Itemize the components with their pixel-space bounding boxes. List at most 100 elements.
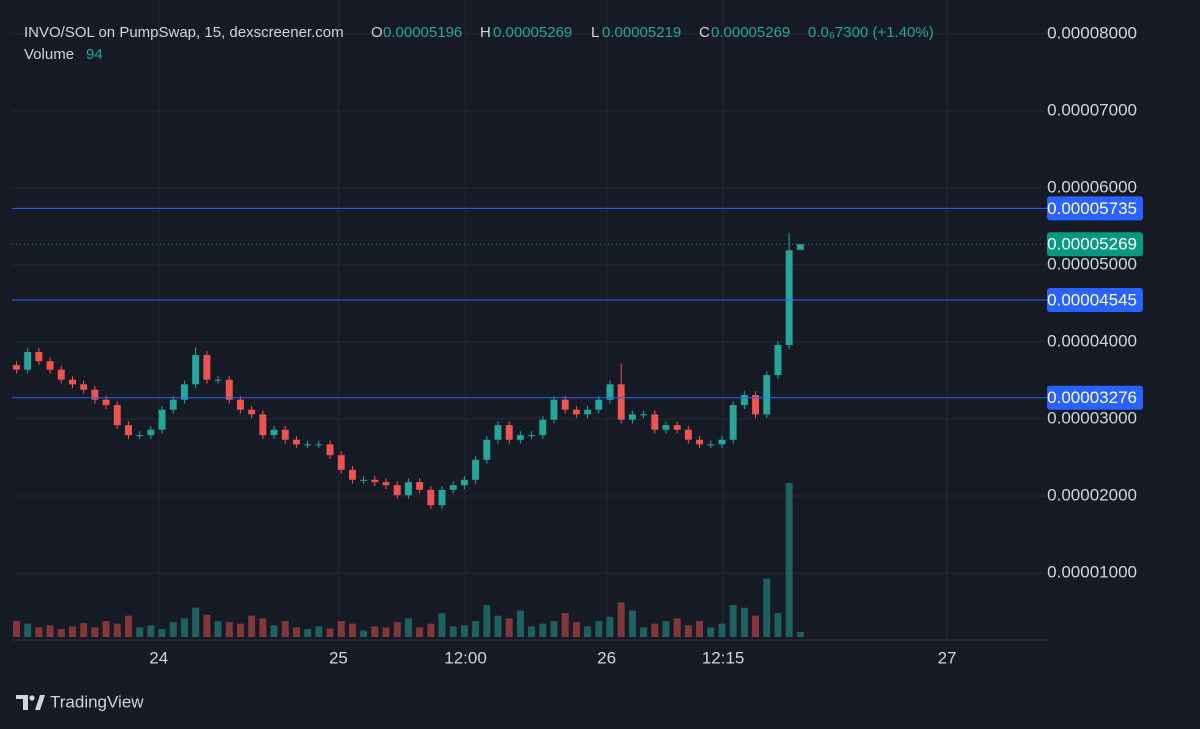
volume-bar	[662, 621, 670, 637]
volume-bar	[550, 621, 558, 637]
volume-bar	[729, 605, 737, 637]
volume-bar	[124, 615, 132, 637]
volume-bar	[236, 623, 244, 637]
price-label: 0.00005735	[1047, 199, 1137, 218]
volume-bar	[136, 627, 144, 637]
candle-body	[113, 405, 121, 426]
volume-bar	[13, 621, 20, 637]
candle-body	[192, 355, 200, 385]
candle-body	[91, 389, 99, 400]
logo-mark	[35, 695, 45, 710]
logo-dot	[29, 695, 35, 701]
volume-bar	[472, 621, 480, 637]
candle-body	[752, 395, 760, 415]
grid	[12, 0, 1050, 640]
volume-bar	[696, 621, 704, 637]
candle-body	[427, 489, 435, 506]
change-value: 0.0₆7300 (+1.40%)	[808, 24, 934, 41]
price-label-box	[1047, 196, 1143, 221]
x-tick-label: 24	[149, 648, 168, 667]
price-label: 0.00003276	[1047, 388, 1137, 407]
y-tick-label: 0.00007000	[1047, 100, 1137, 119]
volume-bar	[651, 623, 659, 637]
x-tick-label: 26	[597, 648, 616, 667]
candle-body	[326, 444, 334, 456]
candle-body	[561, 399, 569, 410]
low-label: L	[591, 24, 599, 41]
volume-bar	[326, 628, 334, 637]
volume-bar	[180, 618, 188, 637]
volume-bar	[147, 625, 155, 637]
candle-body	[35, 351, 43, 362]
high-value: 0.00005269	[493, 24, 572, 41]
x-tick-label: 27	[938, 648, 957, 667]
price-label: 0.00004545	[1047, 290, 1137, 309]
volume-bar	[348, 623, 356, 637]
volume-bar	[91, 627, 99, 637]
candle-body	[763, 375, 771, 415]
candle-body	[292, 439, 300, 445]
volume-bar	[102, 621, 110, 637]
candle-body	[651, 414, 659, 430]
volume-bar	[460, 625, 468, 637]
candle-body	[24, 351, 32, 370]
volume-bar	[304, 629, 312, 637]
volume-bar	[494, 615, 502, 637]
volume-bar	[707, 627, 715, 637]
candle-body	[68, 379, 76, 385]
candle-body	[337, 455, 345, 470]
axes: 0.00001000 0.00002000 0.00003000 0.00004000…	[149, 23, 1137, 667]
volume-bar	[80, 623, 88, 637]
volume-bar	[225, 622, 233, 637]
volume-bar	[214, 621, 222, 637]
candle-body	[483, 439, 491, 460]
x-tick-label: 12:15	[702, 648, 745, 667]
candle-body	[124, 425, 132, 436]
candle-body	[382, 482, 390, 486]
volume-bar	[169, 622, 177, 637]
y-tick-label: 0.00003000	[1047, 408, 1137, 427]
volume-bar	[371, 626, 379, 637]
y-tick-label: 0.00001000	[1047, 562, 1137, 581]
candle-body	[528, 435, 536, 437]
candle-body	[270, 429, 278, 436]
x-tick-label: 12:00	[444, 648, 487, 667]
candle-body	[180, 384, 188, 400]
candle-body	[46, 361, 54, 370]
candle-body	[57, 369, 65, 380]
volume-bar	[281, 621, 289, 637]
price-label-box	[1047, 385, 1143, 410]
candle-body	[550, 399, 558, 420]
candle-body	[281, 429, 289, 440]
volume-bar	[516, 610, 524, 637]
chart-title: INVO/SOL on PumpSwap, 15, dexscreener.co…	[24, 24, 344, 41]
price-label: 0.00005269	[1047, 235, 1137, 254]
candle-body	[584, 409, 592, 415]
candle-body	[449, 485, 457, 490]
volume-bar	[483, 605, 491, 637]
y-tick-label: 0.00005000	[1047, 254, 1137, 273]
volume-bar	[561, 613, 569, 637]
candle-body	[494, 425, 502, 440]
candle-body	[539, 419, 547, 436]
close-value: 0.00005269	[711, 24, 790, 41]
candle-body	[718, 439, 726, 445]
candle-body	[617, 384, 625, 420]
volume-bar	[539, 623, 547, 637]
volume-bar	[35, 627, 43, 637]
brand-name: TradingView	[50, 692, 144, 711]
candle-body	[371, 479, 379, 483]
candle-body	[304, 444, 312, 446]
volume-bar	[718, 623, 726, 637]
candle-body	[203, 355, 211, 380]
candle-body	[628, 414, 636, 420]
volume-bar	[393, 622, 401, 637]
volume-bar	[438, 613, 446, 637]
volume-bar	[617, 602, 625, 637]
candle-body	[404, 482, 412, 496]
volume-bar	[248, 615, 256, 637]
logo-mark	[16, 695, 28, 710]
volume-bar	[628, 610, 636, 637]
volume-label: Volume	[24, 46, 74, 63]
volume-bar	[774, 613, 782, 637]
